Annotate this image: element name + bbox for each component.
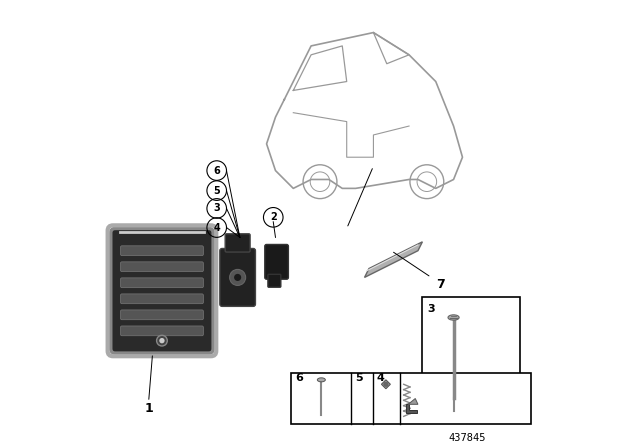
FancyBboxPatch shape [120, 326, 204, 336]
Text: 4: 4 [377, 374, 385, 383]
Circle shape [157, 335, 167, 346]
FancyBboxPatch shape [422, 297, 520, 415]
FancyBboxPatch shape [265, 245, 289, 279]
Polygon shape [406, 404, 417, 413]
Text: 2: 2 [270, 212, 276, 222]
FancyBboxPatch shape [225, 234, 250, 252]
FancyBboxPatch shape [268, 274, 281, 287]
Circle shape [234, 274, 241, 281]
FancyBboxPatch shape [120, 246, 204, 256]
Text: 5: 5 [355, 374, 362, 383]
Text: 6: 6 [213, 166, 220, 176]
Ellipse shape [317, 378, 325, 382]
FancyBboxPatch shape [120, 294, 204, 304]
Polygon shape [408, 399, 418, 404]
Text: 6: 6 [296, 374, 303, 383]
Circle shape [230, 269, 246, 285]
FancyBboxPatch shape [111, 228, 213, 353]
Text: 1: 1 [144, 402, 153, 415]
Text: 3: 3 [427, 304, 435, 314]
FancyBboxPatch shape [120, 310, 204, 320]
FancyBboxPatch shape [220, 249, 255, 306]
Circle shape [159, 338, 164, 343]
Ellipse shape [448, 315, 459, 320]
Polygon shape [365, 242, 422, 277]
Polygon shape [381, 380, 390, 389]
Text: 4: 4 [213, 223, 220, 233]
Circle shape [383, 382, 388, 387]
FancyBboxPatch shape [120, 262, 204, 271]
Text: 5: 5 [213, 185, 220, 196]
FancyBboxPatch shape [120, 278, 204, 288]
FancyBboxPatch shape [291, 373, 531, 424]
Text: 437845: 437845 [448, 433, 486, 443]
Text: 7: 7 [436, 278, 445, 291]
Text: 3: 3 [213, 203, 220, 213]
